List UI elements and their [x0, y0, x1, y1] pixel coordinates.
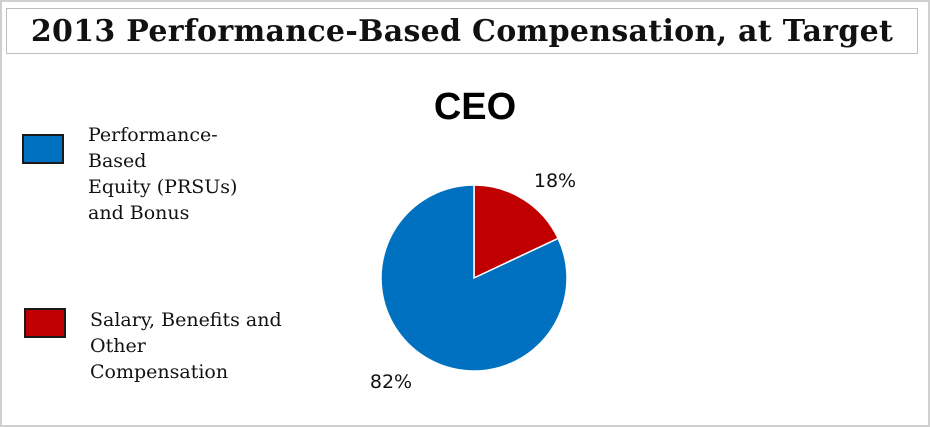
legend-item-performance-based: Performance- Based Equity (PRSUs) and Bo…	[22, 122, 237, 226]
legend-swatch-red	[24, 308, 66, 338]
legend-item-salary-benefits: Salary, Benefits and Other Compensation	[24, 307, 282, 385]
pie-slice	[380, 184, 568, 372]
legend-swatch-blue	[22, 134, 64, 164]
page-title: 2013 Performance-Based Compensation, at …	[6, 8, 918, 54]
chart-title: CEO	[433, 86, 517, 128]
pie-data-label: 82%	[370, 371, 412, 393]
pie-slice	[473, 184, 560, 280]
legend-label: Salary, Benefits and Other Compensation	[90, 309, 282, 383]
legend-label: Performance- Based Equity (PRSUs) and Bo…	[88, 124, 238, 224]
pie-data-label: 18%	[534, 170, 576, 192]
